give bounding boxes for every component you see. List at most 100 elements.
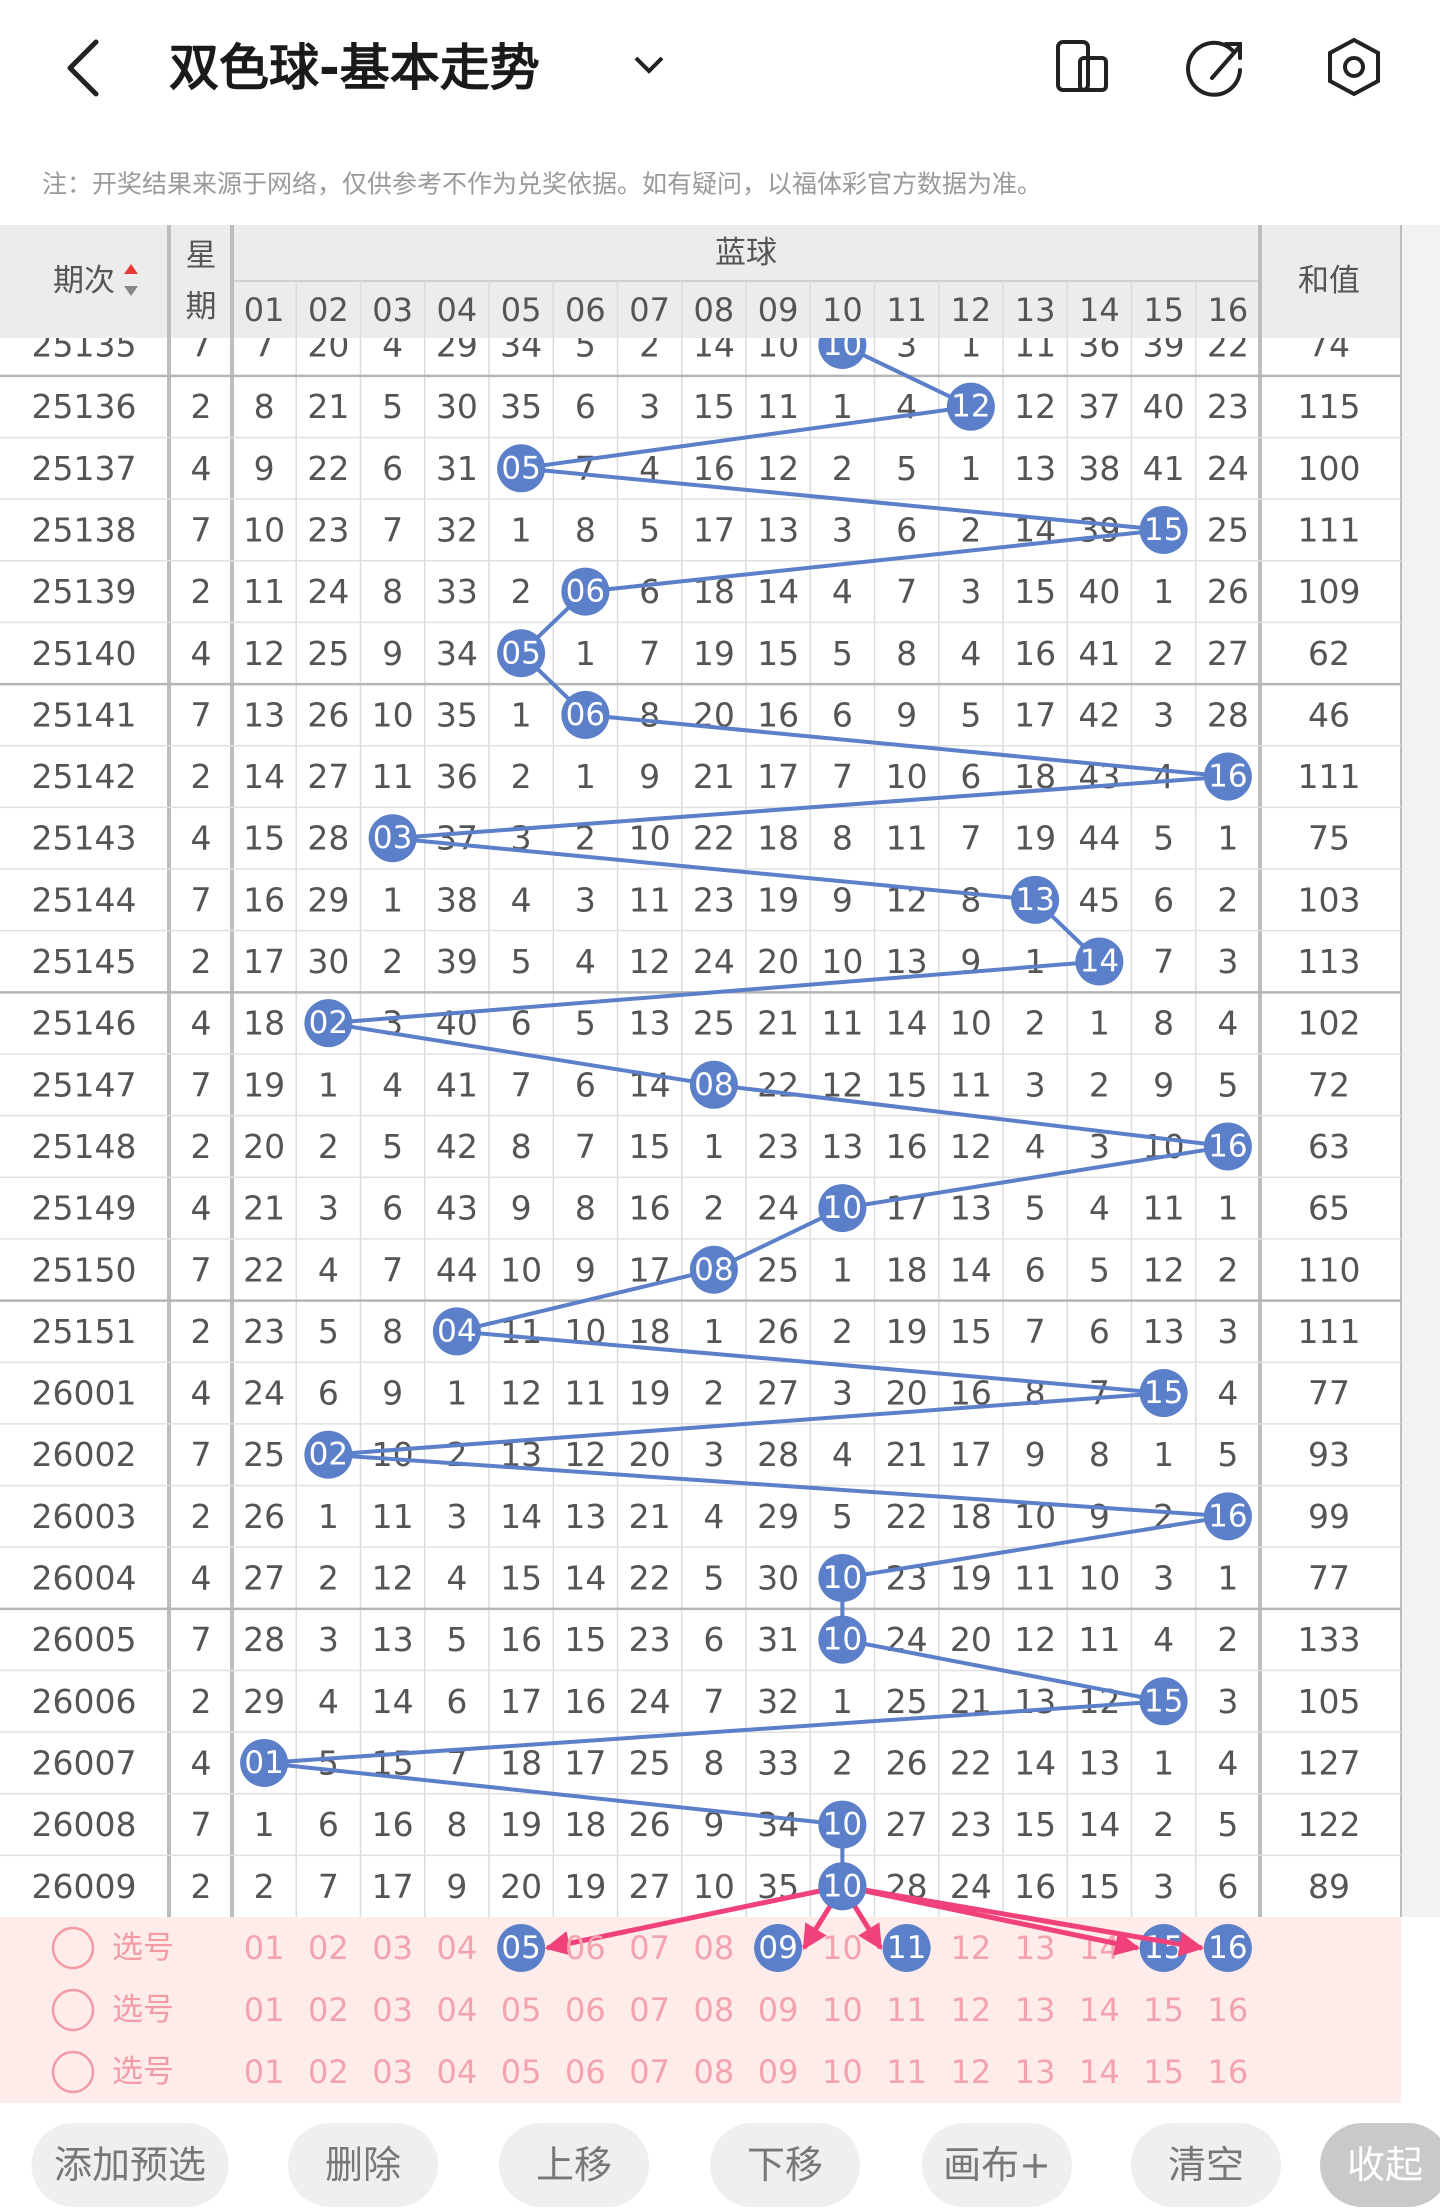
select-label[interactable]: 选号 (112, 2054, 174, 2090)
select-number[interactable]: 16 (1208, 2053, 1249, 2091)
omission: 29 (243, 1682, 285, 1721)
omission: 12 (500, 1374, 542, 1413)
select-number[interactable]: 16 (1208, 1991, 1249, 2029)
weekday: 7 (191, 326, 212, 365)
select-number[interactable]: 06 (565, 2053, 606, 2091)
share-icon[interactable] (1186, 40, 1242, 97)
omission: 1 (254, 1805, 275, 1844)
select-number[interactable]: 03 (372, 2053, 413, 2091)
select-number[interactable]: 03 (372, 1929, 413, 1967)
omission: 7 (575, 449, 596, 488)
select-number[interactable]: 11 (886, 2053, 927, 2091)
select-number[interactable]: 12 (951, 1991, 992, 2029)
page-title[interactable]: 双色球-基本走势 (169, 39, 540, 97)
select-number[interactable]: 14 (1079, 1991, 1120, 2029)
picked-ball[interactable] (882, 1924, 931, 1972)
back-button[interactable] (67, 39, 99, 97)
button[interactable] (1131, 2123, 1281, 2207)
select-number[interactable]: 10 (822, 1929, 863, 1967)
omission: 18 (950, 1497, 992, 1536)
settings-icon[interactable] (1328, 37, 1380, 97)
select-number[interactable]: 01 (244, 2053, 285, 2091)
select-number[interactable]: 01 (244, 1991, 285, 2029)
omission: 2 (575, 819, 596, 858)
omission: 27 (243, 1559, 285, 1598)
select-number[interactable]: 15 (1143, 1991, 1184, 2029)
omission: 5 (832, 634, 853, 673)
button-label[interactable]: 收起 (1347, 2143, 1423, 2187)
select-number[interactable]: 12 (951, 2053, 992, 2091)
select-number[interactable]: 13 (1015, 1929, 1056, 1967)
omission: 27 (307, 757, 349, 796)
picked-ball[interactable] (1203, 1924, 1252, 1972)
issue: 25145 (32, 942, 137, 981)
omission: 41 (1078, 634, 1120, 673)
picked-number[interactable]: 16 (1208, 1930, 1247, 1966)
select-number[interactable]: 12 (951, 1929, 992, 1967)
button[interactable] (288, 2123, 438, 2207)
button-label[interactable]: 添加预选 (54, 2143, 206, 2187)
omission: 11 (243, 572, 285, 611)
select-number[interactable]: 13 (1015, 1991, 1056, 2029)
select-radio[interactable] (51, 2050, 95, 2094)
picked-ball[interactable] (497, 1924, 546, 1972)
select-number[interactable]: 02 (308, 1929, 349, 1967)
select-number[interactable]: 05 (501, 2053, 542, 2091)
select-number[interactable]: 08 (694, 1991, 735, 2029)
select-number[interactable]: 08 (694, 2053, 735, 2091)
title-dropdown[interactable] (634, 56, 664, 74)
select-number[interactable]: 15 (1143, 2053, 1184, 2091)
button-label[interactable]: 删除 (325, 2143, 401, 2187)
select-number[interactable]: 10 (822, 1991, 863, 2029)
button[interactable] (499, 2123, 649, 2207)
select-number[interactable]: 05 (501, 1991, 542, 2029)
omission: 6 (511, 1004, 532, 1043)
device-icon[interactable] (1056, 40, 1108, 92)
select-number[interactable]: 02 (308, 1991, 349, 2029)
select-number[interactable]: 14 (1079, 2053, 1120, 2091)
button-label[interactable]: 上移 (536, 2143, 612, 2187)
omission: 17 (564, 1743, 606, 1782)
select-radio[interactable] (51, 1926, 95, 1970)
omission: 8 (703, 1743, 724, 1782)
button-label[interactable]: 画布+ (943, 2143, 1051, 2187)
picked-number[interactable]: 11 (887, 1930, 926, 1966)
picked-number[interactable]: 15 (1144, 1930, 1183, 1966)
select-number[interactable]: 07 (629, 1991, 670, 2029)
button[interactable] (922, 2123, 1072, 2207)
picked-number[interactable]: 05 (501, 1930, 540, 1966)
select-number[interactable]: 07 (629, 2053, 670, 2091)
select-label[interactable]: 选号 (112, 1930, 174, 1966)
button[interactable] (1320, 2123, 1440, 2207)
button[interactable] (31, 2123, 229, 2207)
column-number: 04 (437, 291, 478, 329)
picked-ball[interactable] (1139, 1924, 1188, 1972)
select-number[interactable]: 08 (694, 1929, 735, 1967)
select-number[interactable]: 04 (437, 2053, 478, 2091)
select-number[interactable]: 10 (822, 2053, 863, 2091)
select-number[interactable]: 02 (308, 2053, 349, 2091)
select-number[interactable]: 07 (629, 1929, 670, 1967)
button-label[interactable]: 下移 (747, 2143, 823, 2187)
select-label[interactable]: 选号 (112, 1992, 174, 2028)
picked-ball[interactable] (754, 1924, 803, 1972)
select-number[interactable]: 06 (565, 1991, 606, 2029)
issue: 25137 (32, 449, 137, 488)
omission: 27 (886, 1805, 928, 1844)
omission: 26 (243, 1497, 285, 1536)
select-number[interactable]: 01 (244, 1929, 285, 1967)
button-label[interactable]: 清空 (1168, 2143, 1244, 2187)
select-number[interactable]: 13 (1015, 2053, 1056, 2091)
picked-number[interactable]: 09 (758, 1930, 797, 1966)
select-number[interactable]: 03 (372, 1991, 413, 2029)
select-number[interactable]: 04 (437, 1991, 478, 2029)
select-number[interactable]: 09 (758, 2053, 799, 2091)
select-number[interactable]: 06 (565, 1929, 606, 1967)
select-number[interactable]: 11 (886, 1991, 927, 2029)
select-number[interactable]: 09 (758, 1991, 799, 2029)
button[interactable] (710, 2123, 860, 2207)
omission: 22 (950, 1743, 992, 1782)
omission: 3 (1089, 1127, 1110, 1166)
select-number[interactable]: 04 (437, 1929, 478, 1967)
select-radio[interactable] (51, 1988, 95, 2032)
